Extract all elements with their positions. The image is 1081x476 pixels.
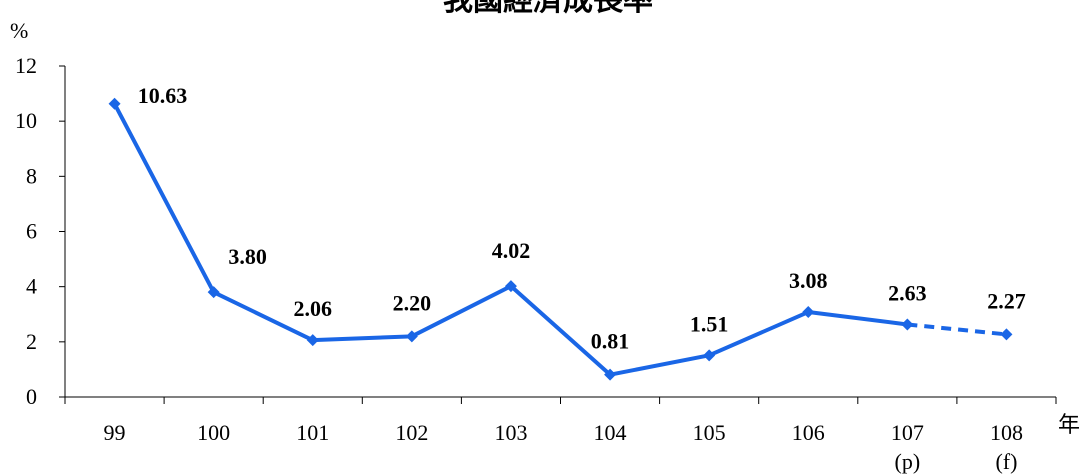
x-tick-label: 102	[395, 420, 428, 445]
data-point	[802, 306, 815, 319]
x-tick-label: 104	[594, 420, 627, 445]
y-tick-label: 2	[26, 329, 37, 354]
data-point	[703, 349, 716, 362]
data-point	[504, 280, 517, 293]
x-tick-label: 106	[792, 420, 825, 445]
y-tick-label: 0	[26, 384, 37, 409]
data-point	[405, 330, 418, 343]
x-axis-unit: 年	[1058, 412, 1080, 437]
data-point	[108, 97, 121, 110]
y-tick-label: 12	[15, 53, 37, 78]
data-label: 1.51	[690, 311, 729, 336]
data-label: 10.63	[138, 83, 188, 108]
data-label: 0.81	[591, 329, 630, 354]
data-point	[207, 286, 220, 299]
data-label: 3.08	[789, 268, 828, 293]
data-label: 3.80	[228, 244, 267, 269]
data-label: 2.20	[393, 290, 432, 315]
axes: 0 2 4 6 8 10 12 99 100 101 102 103 104 105 106 107 (p) 10…	[15, 53, 1057, 474]
y-axis-unit: %	[10, 18, 28, 43]
data-label: 4.02	[492, 238, 531, 263]
x-tick-label: 100	[197, 420, 230, 445]
x-tick-label: 105	[693, 420, 726, 445]
x-tick-label: 103	[494, 420, 527, 445]
data-point	[604, 368, 617, 381]
series-line-forecast	[907, 322, 1007, 337]
data-label: 2.63	[888, 280, 927, 305]
data-label: 2.06	[294, 296, 333, 321]
data-label: 2.27	[987, 288, 1026, 313]
x-tick-label: 108	[990, 420, 1023, 445]
data-point	[306, 334, 319, 347]
y-tick-label: 8	[26, 163, 37, 188]
x-tick-note: (f)	[995, 449, 1017, 474]
chart-title: 我國經濟成長率	[443, 0, 653, 17]
data-point	[1000, 328, 1013, 341]
y-tick-label: 6	[26, 219, 37, 244]
x-tick-label: 107	[891, 420, 924, 445]
x-tick-label: 101	[296, 420, 329, 445]
y-tick-label: 4	[26, 274, 37, 299]
data-point	[901, 318, 914, 331]
series-marks: 10.63 3.80 2.06 2.20 4.02 0.81 1.51 3.08 2.63 2.2…	[108, 83, 1026, 381]
x-tick-label: 99	[104, 420, 126, 445]
x-tick-note: (p)	[895, 449, 921, 474]
y-tick-label: 10	[15, 108, 37, 133]
